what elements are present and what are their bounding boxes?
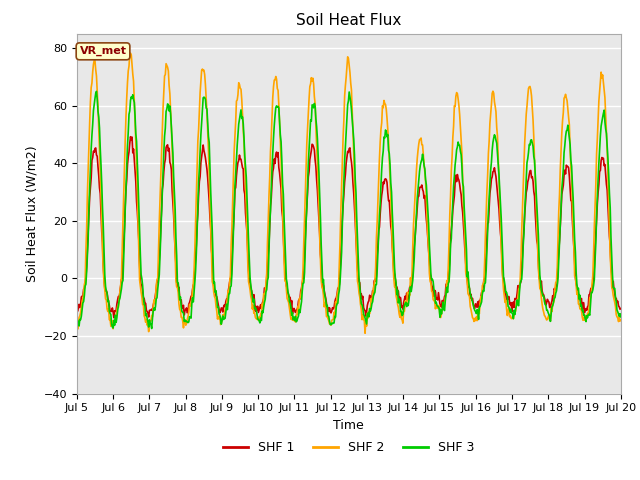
SHF 1 [83,264,90,269]
SHF 2 [417,136,424,142]
SHF 1 [196,179,204,184]
SHF 3 [617,314,625,320]
SHF 3 [417,162,424,168]
Y-axis label: Soil Heat Flux (W/m2): Soil Heat Flux (W/m2) [25,145,38,282]
SHF 1 [110,315,118,321]
SHF 3 [148,325,156,331]
SHF 1 [433,296,440,302]
SHF 1 [417,184,424,190]
SHF 2 [617,317,625,323]
Line: SHF 1: SHF 1 [77,137,621,318]
SHF 2 [195,127,202,132]
SHF 2 [433,302,440,308]
SHF 2 [361,330,369,336]
SHF 3 [433,300,440,305]
Line: SHF 2: SHF 2 [77,53,621,333]
SHF 3 [83,269,90,275]
SHF 1 [140,296,148,301]
Legend: SHF 1, SHF 2, SHF 3: SHF 1, SHF 2, SHF 3 [218,436,479,459]
SHF 2 [140,302,147,308]
SHF 3 [140,294,147,300]
SHF 3 [196,165,204,171]
Text: VR_met: VR_met [79,46,127,57]
SHF 1 [127,134,134,140]
SHF 1 [617,306,625,312]
SHF 2 [127,50,134,56]
SHF 3 [73,318,81,324]
Title: Soil Heat Flux: Soil Heat Flux [296,13,401,28]
SHF 1 [73,307,81,312]
Line: SHF 3: SHF 3 [77,91,621,328]
SHF 2 [83,226,90,231]
SHF 2 [223,295,231,301]
X-axis label: Time: Time [333,419,364,432]
SHF 2 [73,322,81,327]
SHF 3 [93,88,100,94]
SHF 3 [224,300,232,305]
SHF 1 [224,289,232,295]
